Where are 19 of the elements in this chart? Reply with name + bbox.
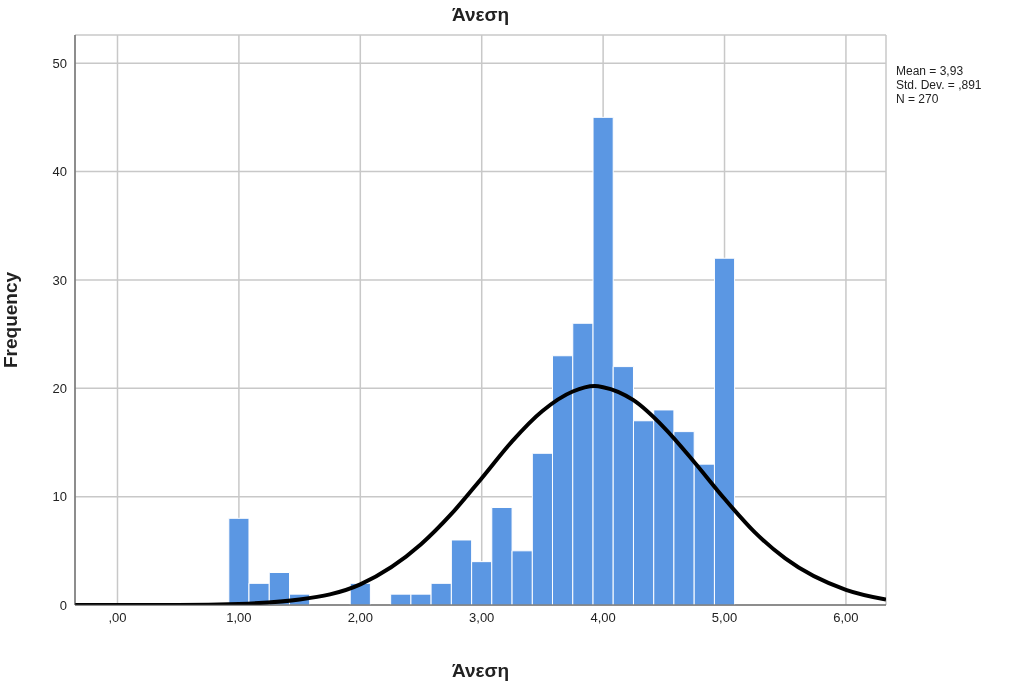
y-tick-label: 40 xyxy=(52,164,67,180)
text: N = 270 xyxy=(896,92,940,106)
x-tick-label: 6,00 xyxy=(833,610,859,626)
y-tick-label: 20 xyxy=(52,380,67,396)
x-tick-label: 1,00 xyxy=(226,610,252,626)
x-tick-label: 4,00 xyxy=(590,610,616,626)
y-tick-label: 10 xyxy=(52,489,67,505)
chart-title: Άνεση xyxy=(450,4,511,26)
y-tick-label: 50 xyxy=(52,55,67,71)
y-axis-title: Frequency xyxy=(0,271,21,369)
y-tick-label: 0 xyxy=(59,597,67,613)
y-tick-label: 30 xyxy=(52,272,67,288)
x-axis-title: Άνεση xyxy=(451,660,510,681)
x-tick-label: 3,00 xyxy=(469,610,495,626)
x-tick-label: ,00 xyxy=(108,610,127,626)
x-tick-label: 5,00 xyxy=(711,610,738,626)
text: Mean = 3,93 xyxy=(896,64,965,78)
text: Std. Dev. = ,891 xyxy=(896,78,982,92)
x-tick-label: 2,00 xyxy=(347,610,373,626)
